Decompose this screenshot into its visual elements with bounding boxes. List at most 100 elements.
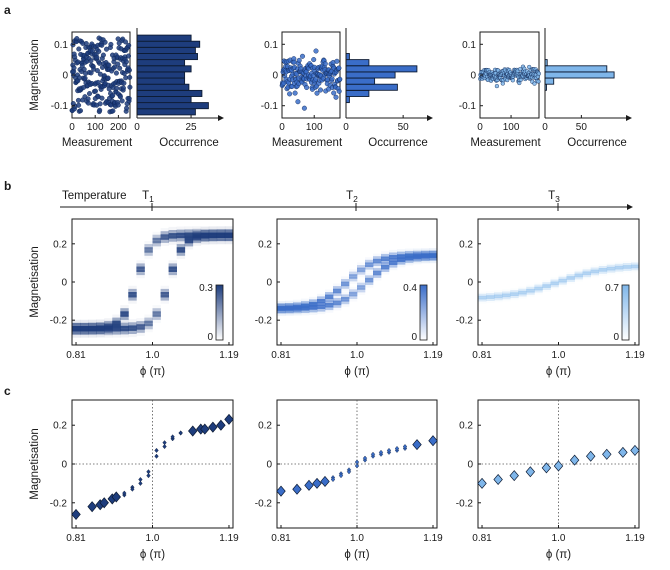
scatter-point <box>292 90 298 96</box>
x-tick-label: 100 <box>87 122 104 133</box>
heatmap-cell <box>486 297 495 301</box>
heatmap-cell <box>160 285 169 292</box>
heatmap-cell <box>200 238 210 245</box>
heatmap-cell <box>583 267 591 271</box>
scatter-point <box>518 66 523 72</box>
scatter-point <box>110 108 116 114</box>
y-tick-label: 0 <box>62 71 68 82</box>
data-point <box>569 454 580 466</box>
heatmap-cell <box>429 248 438 253</box>
x-axis-label: ϕ (π) <box>140 366 165 378</box>
x-tick-label: 1.19 <box>219 350 239 361</box>
scatter-point <box>76 102 82 108</box>
heatmap-cell <box>160 228 169 234</box>
scatter-point <box>120 85 126 91</box>
y-tick-label: 0.1 <box>264 40 278 51</box>
heatmap-cell <box>136 269 145 276</box>
heatmap-cell <box>224 235 234 242</box>
heatmap-cell <box>277 303 286 309</box>
x-tick-label: 1.0 <box>350 350 364 361</box>
heatmap-cell <box>184 244 194 250</box>
temperature-marker-subscript: 2 <box>353 194 358 204</box>
heatmap-cell <box>152 234 161 241</box>
heatmap-cell <box>176 253 186 259</box>
heatmap-cell <box>558 276 567 281</box>
heatmap-cell <box>478 292 486 296</box>
scatter-point <box>336 88 342 94</box>
heatmap-cell <box>341 284 350 289</box>
scatter-point <box>333 94 339 100</box>
scatter-point <box>96 48 102 54</box>
scatter-point <box>115 61 121 67</box>
scatter-point <box>121 80 127 86</box>
heatmap-cell <box>309 296 318 302</box>
x-tick-label: 0.81 <box>66 533 86 544</box>
heatmap-cell <box>421 250 430 256</box>
heatmap-cell <box>510 294 519 299</box>
heatmap-cell <box>615 262 623 266</box>
y-tick-label: 0.2 <box>459 239 473 250</box>
heatmap-cell <box>397 254 406 259</box>
heatmap-cell <box>381 264 390 270</box>
heatmap-cell <box>136 263 145 269</box>
heatmap-cell <box>317 304 326 309</box>
heatmap-cell <box>333 288 342 294</box>
heatmap-cell <box>160 295 169 301</box>
heatmap-cell <box>373 253 382 259</box>
heatmap-cell <box>80 326 89 332</box>
heatmap-cell <box>413 259 422 265</box>
y-axis-label: Magnetisation <box>29 428 41 500</box>
heatmap-cell <box>112 326 121 332</box>
heatmap-cell <box>429 258 438 264</box>
heatmap-cell <box>325 308 334 313</box>
scatter-point <box>322 61 328 67</box>
heatmap-cell <box>112 317 121 324</box>
scatter-point <box>295 99 301 105</box>
heatmap-cell <box>373 265 382 271</box>
heatmap-cell <box>365 283 374 288</box>
y-tick-label: 0.2 <box>53 239 67 250</box>
heatmap-cell <box>80 332 89 338</box>
data-point <box>378 449 384 455</box>
heatmap-cell <box>373 275 382 281</box>
heatmap-cell <box>128 295 137 301</box>
heatmap-cell <box>160 240 169 246</box>
data-point <box>338 473 344 479</box>
heatmap-cell <box>216 235 226 242</box>
heatmap-cell <box>88 322 97 329</box>
heatmap-cell <box>72 326 81 332</box>
heatmap-cell <box>184 229 194 235</box>
heatmap-cell <box>80 329 89 335</box>
heatmap-cell <box>325 297 334 303</box>
heatmap-cell <box>357 265 366 270</box>
x-tick-label: 50 <box>398 122 410 133</box>
heatmap-cell <box>208 235 218 242</box>
heatmap-cell <box>301 300 310 306</box>
heatmap-cell <box>128 325 137 331</box>
data-point <box>386 447 392 453</box>
heatmap-cell <box>309 301 318 307</box>
scatter-point <box>127 84 133 90</box>
y-tick-label: 0 <box>467 278 473 289</box>
heatmap-cell <box>176 250 186 256</box>
x-tick-label: 1.0 <box>552 533 566 544</box>
heatmap-cell <box>502 289 510 293</box>
heatmap-cell <box>510 292 519 296</box>
heatmap-cell <box>72 319 81 326</box>
heatmap-cell <box>309 310 318 315</box>
heatmap-cell <box>526 286 535 291</box>
temperature-marker-letter: T <box>142 190 149 202</box>
scatter-point <box>86 91 92 97</box>
heatmap-cell <box>293 308 302 314</box>
heatmap-cell <box>144 320 153 327</box>
heatmap-cell <box>622 263 632 267</box>
heatmap-cell <box>88 319 97 326</box>
heatmap-cell <box>349 289 358 294</box>
colorbar <box>621 284 630 341</box>
heatmap-cell <box>365 257 374 262</box>
heatmap-cell <box>184 232 194 238</box>
scatter-point <box>85 96 91 102</box>
scatter-point <box>110 92 116 98</box>
heatmap-cell <box>216 235 226 242</box>
